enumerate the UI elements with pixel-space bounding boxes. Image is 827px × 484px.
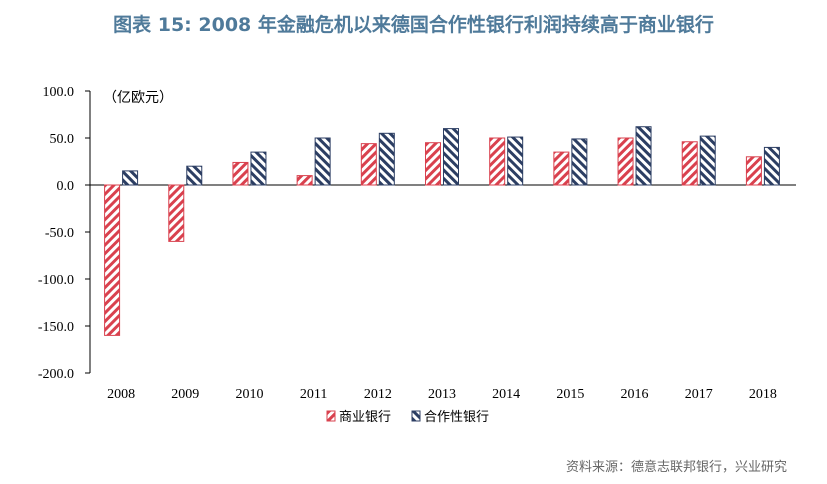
source-note: 资料来源：德意志联邦银行，兴业研究 bbox=[565, 460, 787, 475]
commercial-bank-bar bbox=[425, 142, 441, 186]
y-tick-label: 0.0 bbox=[57, 179, 75, 194]
bars bbox=[104, 126, 780, 336]
commercial-bank-bar bbox=[745, 156, 762, 186]
cooperative-bank-bar bbox=[443, 128, 459, 186]
y-tick-label: -100.0 bbox=[38, 273, 74, 288]
y-tick-label: -200.0 bbox=[38, 367, 74, 382]
cooperative-bank-bar bbox=[186, 165, 203, 186]
cooperative-bank-bar bbox=[122, 170, 139, 186]
x-tick-label: 2018 bbox=[749, 387, 777, 402]
x-axis-labels: 2008 2009 2010 2011 2012 2013 2014 2015 2016 2017… bbox=[107, 387, 777, 402]
y-tick-label: -50.0 bbox=[45, 226, 74, 241]
x-tick-label: 2014 bbox=[492, 387, 520, 402]
legend: 商业银行 合作性银行 bbox=[326, 410, 489, 425]
cooperative-bank-bar bbox=[250, 151, 267, 186]
cooperative-bank-bar bbox=[635, 126, 652, 186]
commercial-bank-bar bbox=[232, 161, 249, 186]
cooperative-bank-bar bbox=[314, 137, 331, 186]
legend-swatch bbox=[326, 410, 336, 422]
cooperative-bank-bar bbox=[507, 136, 524, 186]
legend-label: 合作性银行 bbox=[424, 410, 489, 425]
commercial-bank-bar bbox=[360, 143, 377, 186]
y-tick-label: 100.0 bbox=[43, 85, 75, 100]
x-tick-label: 2017 bbox=[685, 387, 713, 402]
unit-label: （亿欧元） bbox=[103, 90, 173, 106]
cooperative-bank-bar bbox=[763, 146, 780, 186]
x-tick-label: 2013 bbox=[428, 387, 456, 402]
y-axis: 100.0 50.0 0.0 -50.0 -100.0 -150.0 -200.0 bbox=[38, 85, 796, 382]
x-tick-label: 2015 bbox=[556, 387, 584, 402]
cooperative-bank-bar bbox=[571, 138, 588, 186]
x-tick-label: 2012 bbox=[364, 387, 392, 402]
legend-label: 商业银行 bbox=[339, 410, 391, 425]
x-tick-label: 2008 bbox=[107, 387, 135, 402]
commercial-bank-bar bbox=[296, 175, 313, 186]
x-tick-label: 2011 bbox=[300, 387, 327, 402]
y-tick-label: -150.0 bbox=[38, 320, 74, 335]
cooperative-bank-bar bbox=[378, 132, 395, 186]
chart-title: 图表 15: 2008 年金融危机以来德国合作性银行利润持续高于商业银行 bbox=[113, 14, 714, 36]
legend-swatch bbox=[411, 410, 421, 422]
commercial-bank-bar bbox=[489, 137, 506, 186]
commercial-bank-bar bbox=[104, 184, 121, 336]
x-tick-label: 2016 bbox=[621, 387, 649, 402]
x-tick-label: 2009 bbox=[171, 387, 199, 402]
y-tick-label: 50.0 bbox=[50, 132, 75, 147]
cooperative-bank-bar bbox=[699, 135, 716, 186]
x-tick-label: 2010 bbox=[235, 387, 263, 402]
commercial-bank-bar bbox=[617, 137, 634, 186]
commercial-bank-bar bbox=[168, 184, 185, 242]
commercial-bank-bar bbox=[681, 141, 698, 186]
commercial-bank-bar bbox=[553, 151, 570, 186]
